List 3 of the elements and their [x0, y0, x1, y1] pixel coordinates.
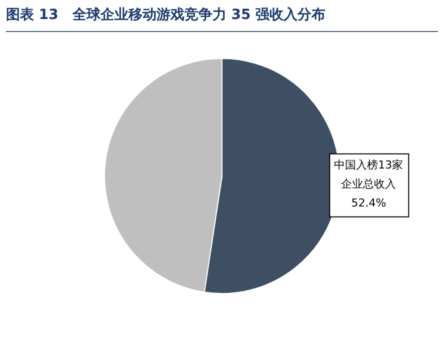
- data-label: 52.4%: [351, 196, 386, 210]
- slice-label: 中国入榜13家企业总收入: [334, 158, 404, 191]
- chart-title: 图表 13 全球企业移动游戏竞争力 35 强收入分布: [6, 6, 326, 24]
